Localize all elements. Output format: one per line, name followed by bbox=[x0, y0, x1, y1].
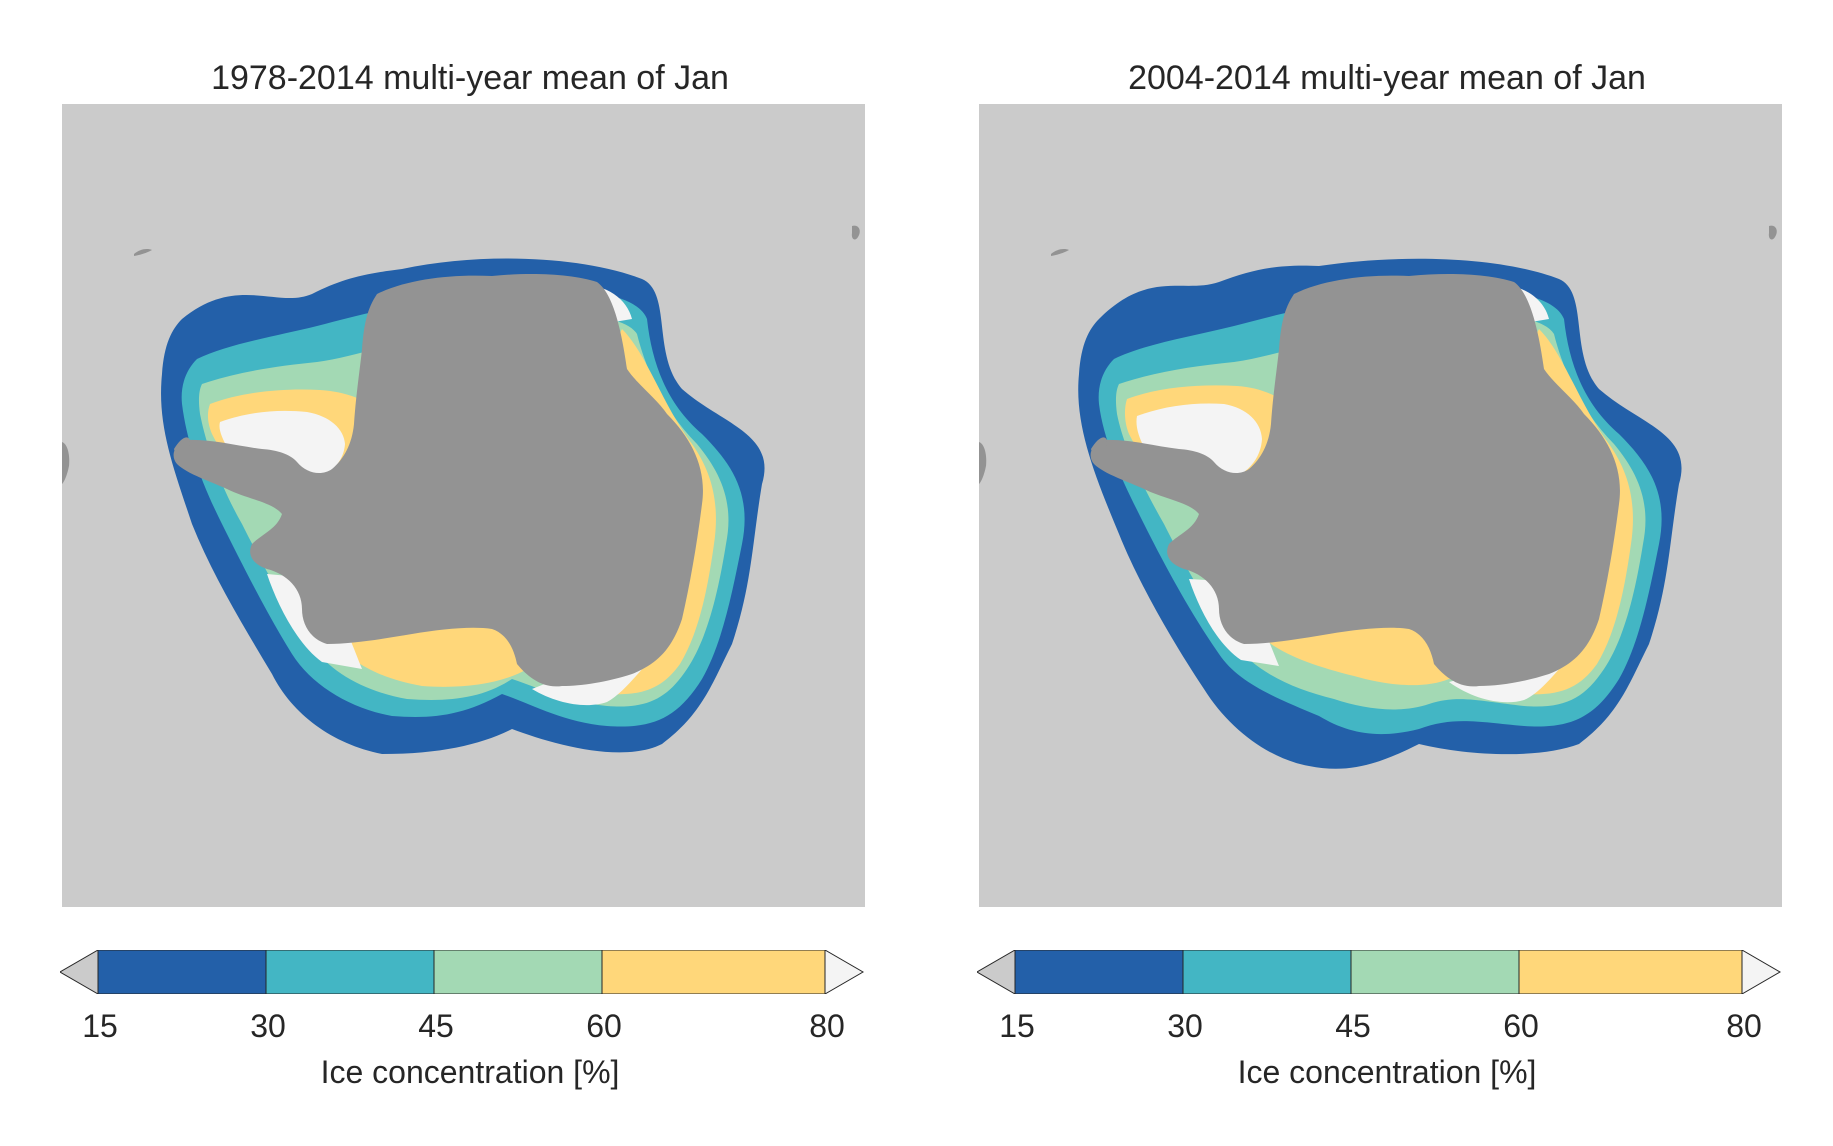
antarctic-sea-ice-map bbox=[979, 104, 1782, 907]
colorbar bbox=[976, 949, 1785, 995]
colorbar-tick: 45 bbox=[1335, 1008, 1371, 1044]
colorbar-bin-60-80 bbox=[601, 949, 826, 995]
colorbar-tick: 30 bbox=[250, 1008, 286, 1044]
colorbar-under-extension bbox=[59, 949, 99, 995]
island-new-zealand bbox=[851, 225, 860, 240]
antarctic-sea-ice-map bbox=[62, 104, 865, 907]
colorbar-under-extension bbox=[976, 949, 1016, 995]
colorbar-bin-15-30 bbox=[1014, 949, 1184, 995]
colorbar-over-extension bbox=[1741, 949, 1781, 995]
map-panel-2004-2014: 2004-2014 multi-year mean of Jan 15 30 4… bbox=[947, 0, 1827, 1146]
colorbar-tick: 60 bbox=[1503, 1008, 1539, 1044]
colorbar-tick: 15 bbox=[999, 1008, 1035, 1044]
map-title: 1978-2014 multi-year mean of Jan bbox=[211, 59, 729, 97]
south-america-tip bbox=[62, 442, 70, 484]
colorbar-bin-30-45 bbox=[265, 949, 435, 995]
colorbar bbox=[59, 949, 868, 995]
island-sliver bbox=[1051, 249, 1069, 256]
colorbar-tick: 80 bbox=[809, 1008, 845, 1044]
colorbar-tick: 15 bbox=[82, 1008, 118, 1044]
colorbar-bin-45-60 bbox=[433, 949, 603, 995]
colorbar-label: Ice concentration [%] bbox=[1237, 1054, 1537, 1090]
colorbar-tick: 30 bbox=[1167, 1008, 1203, 1044]
colorbar-bin-15-30 bbox=[97, 949, 267, 995]
colorbar-tick: 80 bbox=[1726, 1008, 1762, 1044]
map-panel-1978-2014: 1978-2014 multi-year mean of Jan bbox=[30, 0, 910, 1146]
colorbar-bin-45-60 bbox=[1350, 949, 1520, 995]
antarctica-land bbox=[173, 274, 703, 687]
colorbar-tick: 60 bbox=[586, 1008, 622, 1044]
colorbar-over-extension bbox=[824, 949, 864, 995]
peninsula-land bbox=[1091, 437, 1107, 460]
colorbar-bin-30-45 bbox=[1182, 949, 1352, 995]
island-new-zealand bbox=[1768, 225, 1777, 240]
colorbar-tick: 45 bbox=[418, 1008, 454, 1044]
colorbar-bin-60-80 bbox=[1518, 949, 1743, 995]
south-america-tip bbox=[979, 442, 987, 484]
antarctica-land bbox=[1090, 274, 1620, 687]
colorbar-label: Ice concentration [%] bbox=[320, 1054, 620, 1090]
island-sliver bbox=[134, 249, 152, 256]
map-title: 2004-2014 multi-year mean of Jan bbox=[1128, 59, 1646, 97]
peninsula-land bbox=[174, 437, 190, 460]
